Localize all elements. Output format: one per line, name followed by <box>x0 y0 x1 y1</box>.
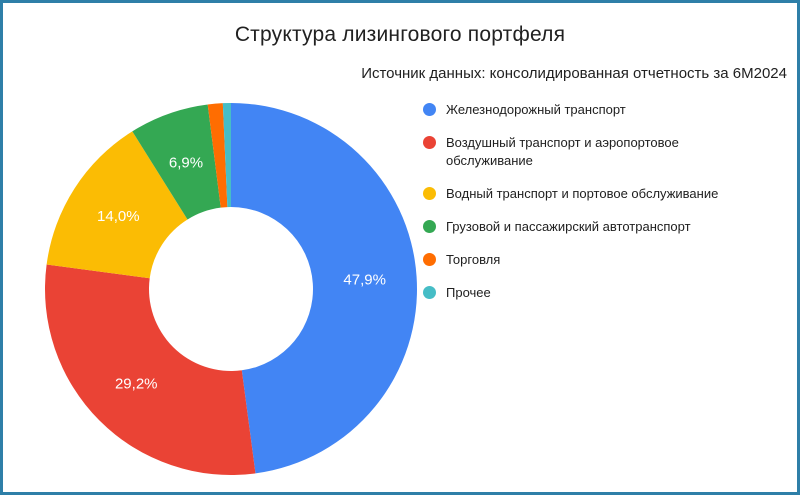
chart-title: Структура лизингового портфеля <box>234 23 566 46</box>
donut-chart: 47,9% 29,2% 14,0% 6,9% <box>44 103 417 475</box>
pie-slice-5 <box>222 103 231 208</box>
legend-label: Водный транспорт и портовое обслуживание <box>446 186 719 201</box>
legend-item: Водный транспорт и портовое обслуживание <box>423 185 743 203</box>
chart-subtitle: Источник данных: консолидированная отчет… <box>361 65 787 82</box>
legend-swatch <box>423 253 436 266</box>
legend-swatch <box>423 103 436 116</box>
legend-item: Железнодорожный транспорт <box>423 101 743 119</box>
legend-swatch <box>423 187 436 200</box>
legend-swatch <box>423 220 436 233</box>
legend: Железнодорожный транспорт Воздушный транс… <box>423 101 743 302</box>
pie-slice-4 <box>207 103 228 208</box>
legend-label: Прочее <box>446 285 491 300</box>
pie-slice-1 <box>44 264 256 475</box>
legend-item: Грузовой и пассажирский автотранспорт <box>423 218 743 236</box>
legend-label: Воздушный транспорт и аэропортовое обслу… <box>446 135 679 168</box>
pie-slice-2 <box>46 131 188 279</box>
slice-label: 14,0% <box>97 208 140 225</box>
slice-label: 29,2% <box>115 375 158 392</box>
legend-label: Железнодорожный транспорт <box>446 102 626 117</box>
legend-item: Воздушный транспорт и аэропортовое обслу… <box>423 134 743 170</box>
legend-label: Грузовой и пассажирский автотранспорт <box>446 219 691 234</box>
slice-label: 6,9% <box>169 154 203 171</box>
legend-item: Торговля <box>423 251 743 269</box>
legend-swatch <box>423 136 436 149</box>
pie-slice-0 <box>231 103 417 474</box>
legend-swatch <box>423 286 436 299</box>
slice-label: 47,9% <box>343 272 386 289</box>
legend-item: Прочее <box>423 284 743 302</box>
legend-label: Торговля <box>446 252 501 267</box>
pie-slice-3 <box>132 104 221 220</box>
